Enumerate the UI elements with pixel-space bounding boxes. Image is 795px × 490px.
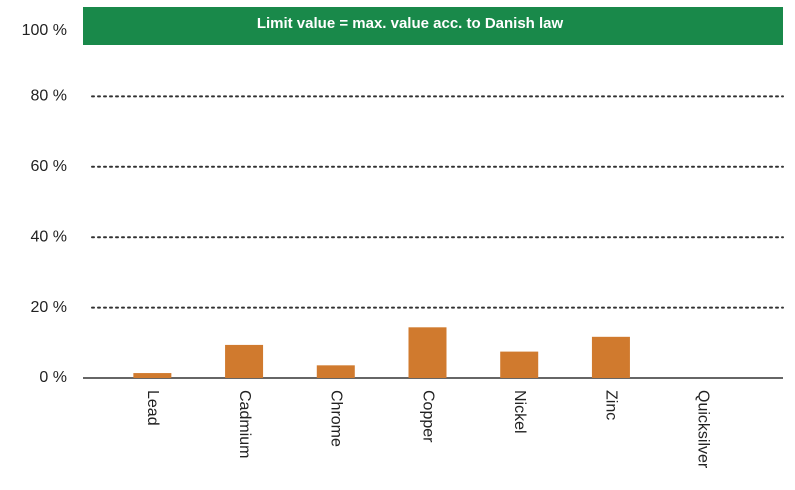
x-tick-label: Copper	[419, 390, 436, 443]
x-tick-label: Zinc	[603, 390, 620, 420]
y-tick-label: 100 %	[22, 22, 67, 39]
y-tick-label: 0 %	[39, 369, 67, 386]
bar	[133, 373, 172, 378]
y-tick-label: 60 %	[31, 158, 67, 175]
bar	[500, 351, 539, 378]
x-tick-label: Chrome	[328, 390, 345, 447]
bar	[408, 327, 447, 378]
limit-band	[83, 7, 783, 45]
bar	[316, 365, 355, 378]
y-tick-label: 20 %	[31, 299, 67, 316]
bar	[225, 344, 264, 378]
x-tick-label: Quicksilver	[694, 390, 711, 469]
x-tick-label: Lead	[144, 390, 161, 426]
x-tick-label: Cadmium	[236, 390, 253, 458]
limit-label: Limit value = max. value acc. to Danish …	[257, 15, 564, 32]
y-tick-label: 80 %	[31, 88, 67, 105]
bar	[591, 336, 630, 378]
y-tick-label: 40 %	[31, 228, 67, 245]
x-tick-label: Nickel	[511, 390, 528, 434]
